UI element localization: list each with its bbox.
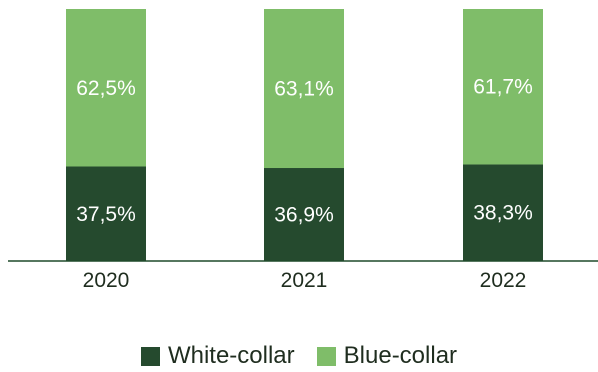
bar-blue-collar-2021 (264, 9, 344, 169)
data-label-white-collar-2022: 38,3% (473, 202, 533, 225)
x-tick-label-2021: 2021 (281, 269, 328, 292)
legend-label-blue-collar: Blue-collar (343, 342, 458, 369)
data-label-blue-collar-2022: 61,7% (473, 76, 533, 99)
x-tick-label-2022: 2022 (480, 269, 527, 292)
bar-white-collar-2022 (463, 164, 543, 261)
legend-item-blue-collar: Blue-collar (316, 342, 458, 370)
bar-blue-collar-2020 (66, 9, 146, 167)
data-label-white-collar-2020: 37,5% (76, 203, 136, 226)
legend: White-collar Blue-collar (0, 340, 598, 372)
data-label-white-collar-2021: 36,9% (274, 204, 334, 227)
bars-group (66, 9, 543, 261)
legend-item-white-collar: White-collar (140, 342, 295, 370)
x-tick-label-2020: 2020 (83, 269, 130, 292)
legend-label-white-collar: White-collar (167, 342, 295, 369)
bar-white-collar-2020 (66, 166, 146, 261)
bar-blue-collar-2022 (463, 9, 543, 165)
x-tick-labels-group: 2020 2021 2022 (83, 269, 527, 292)
legend-swatch-blue-collar (316, 346, 336, 366)
data-label-blue-collar-2020: 62,5% (76, 77, 136, 100)
bar-white-collar-2021 (264, 168, 344, 261)
data-label-blue-collar-2021: 63,1% (274, 78, 334, 101)
legend-swatch-white-collar (140, 346, 160, 366)
segment-labels-group: 37,5% 62,5% 36,9% 63,1% 38,3% 61,7% (76, 76, 533, 227)
stacked-bar-chart: 37,5%62,5%36,9%63,1%38,3%61,7% 2020 2021 2… (8, 9, 598, 292)
